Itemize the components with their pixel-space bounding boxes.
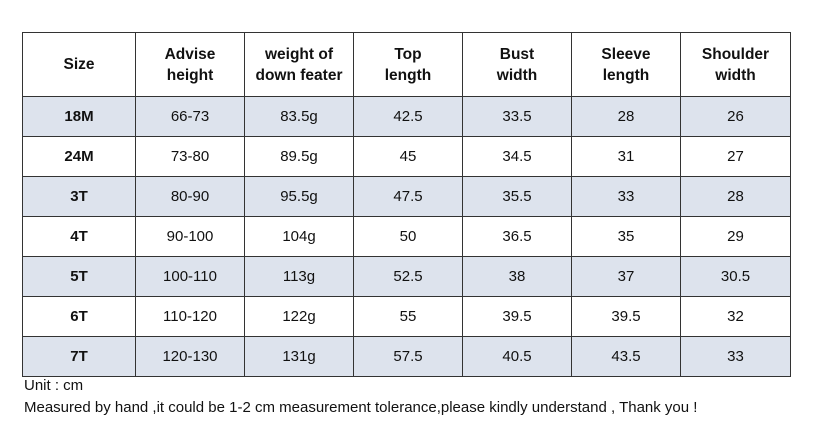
- table-row: 24M 73-80 89.5g 45 34.5 31 27: [22, 136, 791, 177]
- size-cell: 7T: [22, 336, 136, 377]
- value-cell: 113g: [244, 256, 354, 297]
- value-cell: 66-73: [135, 96, 245, 137]
- value-cell: 27: [680, 136, 791, 177]
- header-cell: weight of down feater: [244, 32, 354, 97]
- value-cell: 89.5g: [244, 136, 354, 177]
- value-cell: 55: [353, 296, 463, 337]
- value-cell: 73-80: [135, 136, 245, 177]
- value-cell: 33: [680, 336, 791, 377]
- value-cell: 38: [462, 256, 572, 297]
- table-row: 4T 90-100 104g 50 36.5 35 29: [22, 216, 791, 257]
- value-cell: 131g: [244, 336, 354, 377]
- header-cell: Bust width: [462, 32, 572, 97]
- value-cell: 122g: [244, 296, 354, 337]
- header-cell: Size: [22, 32, 136, 97]
- value-cell: 110-120: [135, 296, 245, 337]
- table-row: 7T 120-130 131g 57.5 40.5 43.5 33: [22, 336, 791, 377]
- value-cell: 33: [571, 176, 681, 217]
- value-cell: 104g: [244, 216, 354, 257]
- value-cell: 35: [571, 216, 681, 257]
- table-row: 18M 66-73 83.5g 42.5 33.5 28 26: [22, 96, 791, 137]
- size-cell: 3T: [22, 176, 136, 217]
- value-cell: 26: [680, 96, 791, 137]
- value-cell: 32: [680, 296, 791, 337]
- value-cell: 39.5: [571, 296, 681, 337]
- header-row: Size Advise height weight of down feater To…: [22, 32, 791, 97]
- value-cell: 100-110: [135, 256, 245, 297]
- value-cell: 42.5: [353, 96, 463, 137]
- value-cell: 39.5: [462, 296, 572, 337]
- size-cell: 5T: [22, 256, 136, 297]
- value-cell: 29: [680, 216, 791, 257]
- value-cell: 120-130: [135, 336, 245, 377]
- value-cell: 28: [571, 96, 681, 137]
- size-table: Size Advise height weight of down feater To…: [22, 32, 791, 377]
- value-cell: 33.5: [462, 96, 572, 137]
- header-cell: Sleeve length: [571, 32, 681, 97]
- value-cell: 50: [353, 216, 463, 257]
- value-cell: 52.5: [353, 256, 463, 297]
- value-cell: 80-90: [135, 176, 245, 217]
- value-cell: 45: [353, 136, 463, 177]
- table-body: 18M 66-73 83.5g 42.5 33.5 28 26 24M 73-80 89.5g 45…: [22, 96, 791, 377]
- value-cell: 30.5: [680, 256, 791, 297]
- size-cell: 24M: [22, 136, 136, 177]
- value-cell: 34.5: [462, 136, 572, 177]
- value-cell: 37: [571, 256, 681, 297]
- value-cell: 95.5g: [244, 176, 354, 217]
- size-cell: 4T: [22, 216, 136, 257]
- value-cell: 43.5: [571, 336, 681, 377]
- value-cell: 36.5: [462, 216, 572, 257]
- value-cell: 35.5: [462, 176, 572, 217]
- header-cell: Top length: [353, 32, 463, 97]
- table-row: 3T 80-90 95.5g 47.5 35.5 33 28: [22, 176, 791, 217]
- value-cell: 31: [571, 136, 681, 177]
- header-cell: Advise height: [135, 32, 245, 97]
- value-cell: 57.5: [353, 336, 463, 377]
- table-row: 6T 110-120 122g 55 39.5 39.5 32: [22, 296, 791, 337]
- value-cell: 28: [680, 176, 791, 217]
- unit-note: Unit : cm: [24, 377, 84, 394]
- value-cell: 47.5: [353, 176, 463, 217]
- size-cell: 6T: [22, 296, 136, 337]
- size-cell: 18M: [22, 96, 136, 137]
- header-cell: Shoulder width: [680, 32, 791, 97]
- value-cell: 90-100: [135, 216, 245, 257]
- tolerance-note: Measured by hand ,it could be 1-2 cm mea…: [24, 399, 698, 416]
- value-cell: 40.5: [462, 336, 572, 377]
- table-row: 5T 100-110 113g 52.5 38 37 30.5: [22, 256, 791, 297]
- value-cell: 83.5g: [244, 96, 354, 137]
